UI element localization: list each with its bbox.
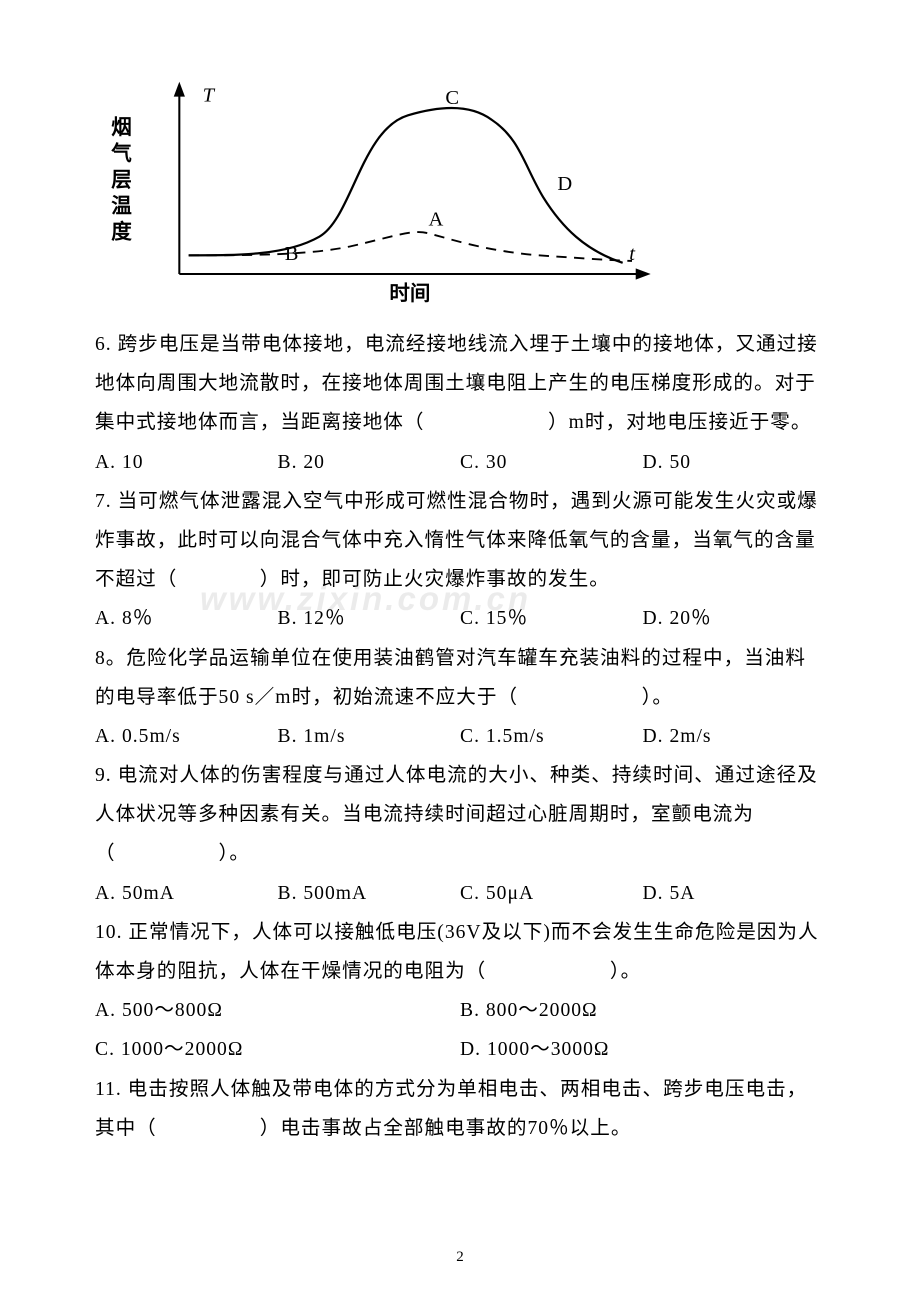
y-axis-symbol: T: [203, 84, 216, 106]
question-10-text: 10. 正常情况下，人体可以接触低电压(36V及以下)而不会发生生命危险是因为人…: [95, 913, 825, 991]
q7-option-d: D. 20％: [643, 599, 826, 638]
question-7-text: 7. 当可燃气体泄露混入空气中形成可燃性混合物时，遇到火源可能发生火灾或爆炸事故…: [95, 482, 825, 600]
q9-option-c: C. 50μA: [460, 874, 643, 913]
point-label-d: D: [557, 173, 572, 195]
q9-option-d: D. 5A: [643, 874, 826, 913]
q8-option-d: D. 2m/s: [643, 717, 826, 756]
point-label-a: A: [429, 208, 444, 230]
question-8-options: A. 0.5m/s B. 1m/s C. 1.5m/s D. 2m/s: [95, 717, 825, 756]
q6-option-d: D. 50: [643, 443, 826, 482]
question-9-options: A. 50mA B. 500mA C. 50μA D. 5A: [95, 874, 825, 913]
q9-option-a: A. 50mA: [95, 874, 278, 913]
q7-option-b: B. 12％: [278, 599, 461, 638]
q9-option-b: B. 500mA: [278, 874, 461, 913]
y-axis-label-2: 层: [111, 169, 132, 191]
y-axis-label-0: 烟: [111, 116, 132, 139]
questions-content: 6. 跨步电压是当带电体接地，电流经接地线流入埋于土壤中的接地体，又通过接地体向…: [95, 325, 825, 1148]
q10-option-d: D. 1000～3000Ω: [460, 1030, 825, 1069]
q8-option-b: B. 1m/s: [278, 717, 461, 756]
temperature-time-chart: T t B A C D 烟 气 层 温 度 时间: [100, 70, 660, 310]
q8-option-a: A. 0.5m/s: [95, 717, 278, 756]
dashed-curve: [189, 232, 632, 261]
q8-option-c: C. 1.5m/s: [460, 717, 643, 756]
q7-option-a: A. 8％: [95, 599, 278, 638]
q6-option-c: C. 30: [460, 443, 643, 482]
question-7-options: A. 8％ B. 12％ C. 15％ D. 20％: [95, 599, 825, 638]
y-axis-label-4: 度: [111, 220, 132, 244]
q10-option-c: C. 1000～2000Ω: [95, 1030, 460, 1069]
question-11-text: 11. 电击按照人体触及带电体的方式分为单相电击、两相电击、跨步电压电击，其中（…: [95, 1070, 825, 1148]
x-axis-label: 时间: [389, 282, 430, 305]
question-6-text: 6. 跨步电压是当带电体接地，电流经接地线流入埋于土壤中的接地体，又通过接地体向…: [95, 325, 825, 443]
q10-option-b: B. 800～2000Ω: [460, 991, 825, 1030]
x-axis-arrow: [636, 268, 651, 279]
y-axis-arrow: [174, 82, 185, 97]
x-axis-symbol: t: [629, 243, 636, 265]
point-label-b: B: [285, 243, 299, 265]
y-axis-label-3: 温: [111, 193, 132, 217]
page-number: 2: [0, 1249, 920, 1266]
q6-option-b: B. 20: [278, 443, 461, 482]
question-6-options: A. 10 B. 20 C. 30 D. 50: [95, 443, 825, 482]
point-label-c: C: [445, 87, 459, 109]
q7-option-c: C. 15％: [460, 599, 643, 638]
question-10-options: A. 500～800Ω B. 800～2000Ω C. 1000～2000Ω D…: [95, 991, 825, 1069]
q10-option-a: A. 500～800Ω: [95, 991, 460, 1030]
question-9-text: 9. 电流对人体的伤害程度与通过人体电流的大小、种类、持续时间、通过途径及人体状…: [95, 756, 825, 874]
q6-option-a: A. 10: [95, 443, 278, 482]
y-axis-label-1: 气: [110, 141, 132, 165]
question-8-text: 8。危险化学品运输单位在使用装油鹤管对汽车罐车充装油料的过程中，当油料的电导率低…: [95, 639, 825, 717]
